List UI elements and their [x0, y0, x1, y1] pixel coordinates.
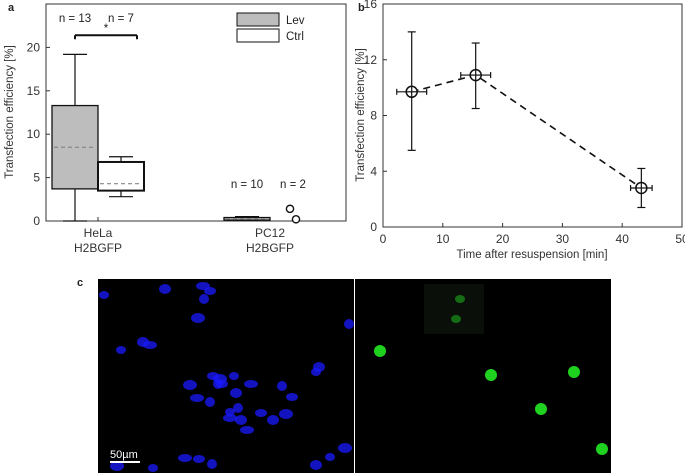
nucleus-blue — [223, 414, 237, 422]
nucleus-blue — [286, 393, 298, 401]
nucleus-blue — [230, 388, 242, 398]
nucleus-blue — [229, 372, 239, 380]
x-tick-label: PC12 — [255, 226, 285, 240]
sample-size-label: n = 10 — [231, 179, 263, 191]
significance-star: * — [104, 23, 109, 35]
sample-size-label: n = 13 — [59, 13, 91, 25]
nucleus-blue — [191, 313, 205, 323]
y-tick-label: 0 — [370, 220, 377, 234]
nucleus-blue — [313, 362, 325, 372]
x-tick-label: 10 — [436, 232, 450, 246]
nucleus-blue — [183, 380, 197, 390]
x-tick-label: 40 — [616, 232, 630, 246]
nucleus-blue — [233, 403, 243, 413]
sample-size-label: n = 7 — [108, 13, 134, 25]
line-plot-frame — [382, 3, 683, 228]
nucleus-blue — [204, 287, 216, 295]
nucleus-blue — [199, 294, 209, 304]
nucleus-blue — [207, 459, 217, 469]
sample-size-label: n = 2 — [280, 179, 306, 191]
nuclear-stain-micrograph — [98, 279, 354, 473]
nucleus-blue — [99, 291, 109, 299]
scale-bar-label: 50µm — [110, 449, 138, 461]
nucleus-blue — [178, 454, 192, 462]
x-tick-label: 0 — [380, 232, 387, 246]
nucleus-blue — [338, 443, 352, 453]
y-tick-label: 20 — [27, 40, 41, 54]
nucleus-blue — [279, 409, 293, 419]
y-tick-label: 0 — [33, 214, 40, 228]
y-tick-label: 16 — [364, 0, 378, 11]
line-plot-y-axis-label: Transfection efficiency [%] — [355, 48, 367, 182]
box-plot-y-axis-label: Transfection efficiency [%] — [4, 45, 16, 179]
legend-swatch-lev — [236, 12, 280, 27]
panel-label-c: c — [77, 277, 83, 289]
outlier-point — [291, 214, 301, 224]
nucleus-blue — [225, 408, 235, 416]
nucleus-green — [535, 403, 547, 415]
nucleus-blue — [325, 453, 335, 461]
box-ctrl — [97, 160, 145, 192]
panel-label-b: b — [358, 2, 365, 14]
nucleus-blue — [205, 397, 215, 407]
x-tick-label: 30 — [556, 232, 570, 246]
nucleus-green — [455, 295, 465, 303]
nucleus-green — [596, 443, 608, 455]
y-tick-label: 4 — [370, 164, 377, 178]
y-tick-label: 10 — [27, 127, 41, 141]
legend-label-ctrl: Ctrl — [286, 31, 304, 43]
series-line — [411, 74, 642, 189]
y-tick-label: 15 — [27, 84, 41, 98]
nucleus-blue — [344, 319, 354, 329]
nucleus-green — [568, 366, 580, 378]
nucleus-blue — [148, 464, 158, 472]
nucleus-blue — [193, 455, 205, 463]
nucleus-blue — [240, 426, 254, 434]
nucleus-blue — [267, 415, 279, 425]
y-tick-label: 5 — [33, 171, 40, 185]
y-tick-label: 12 — [364, 53, 378, 67]
box-plot-frame — [45, 3, 347, 222]
line-plot-panel: 0 10 20 30 40 50 0 4 8 12 16 Transfection efficien… — [355, 0, 685, 261]
nucleus-blue — [190, 394, 204, 402]
nucleus-blue — [143, 341, 157, 349]
nucleus-blue — [244, 380, 258, 388]
nucleus-green — [485, 369, 497, 381]
micrograph-panel: 50µm — [98, 279, 611, 473]
legend-label-lev: Lev — [286, 15, 305, 27]
nucleus-blue — [235, 415, 247, 425]
x-tick-label: H2BGFP — [74, 241, 122, 255]
x-tick-label: HeLa — [84, 226, 113, 240]
panel-label-a: a — [8, 2, 15, 14]
x-tick-label: H2BGFP — [246, 241, 294, 255]
y-tick-label: 8 — [370, 109, 377, 123]
gfp-faint-region — [424, 284, 484, 334]
nucleus-green — [451, 315, 461, 323]
nucleus-blue — [159, 284, 171, 294]
nucleus-blue — [213, 379, 223, 389]
nucleus-blue — [277, 381, 287, 391]
nucleus-green — [374, 345, 386, 357]
x-tick-label: 20 — [496, 232, 510, 246]
nucleus-blue — [255, 409, 267, 417]
nucleus-blue — [116, 346, 126, 354]
legend-swatch-ctrl — [236, 28, 280, 43]
nucleus-blue — [310, 460, 322, 470]
outlier-point — [285, 204, 295, 214]
line-plot-x-axis-label: Time after resuspension [min] — [456, 249, 607, 261]
x-tick-label: 50 — [675, 232, 685, 246]
nucleus-blue — [110, 461, 124, 471]
